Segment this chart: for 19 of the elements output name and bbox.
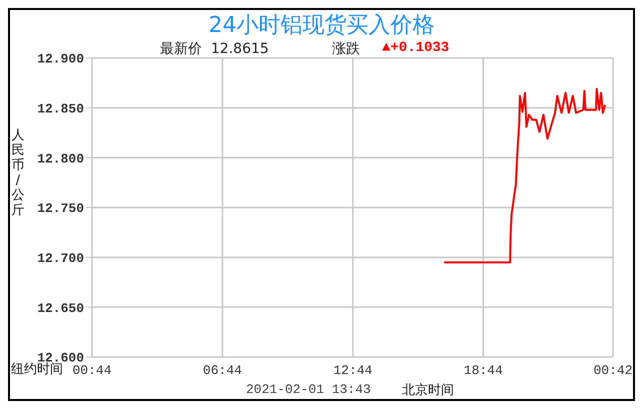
text: 涨跌 [332, 40, 360, 58]
chart-title: 24小时铝现货买入价格 [208, 12, 436, 40]
y-tick-label: 12.650 [37, 300, 84, 316]
x-tick-label: 18:44 [464, 363, 503, 378]
y-tick-label: 12.850 [37, 101, 84, 116]
y-tick-label: 12.700 [37, 250, 84, 266]
text: 最新价 12.8615 [160, 40, 269, 58]
text: 2021-02-01 13:43 [246, 382, 371, 397]
y-tick-label: 12.750 [37, 201, 84, 216]
text: 北京时间 [402, 382, 454, 399]
line-series [443, 88, 606, 264]
x-tick-label: 06:44 [202, 363, 242, 378]
y-axis-title: 人民币/公斤 [11, 128, 25, 218]
y-tick-label: 12.800 [37, 151, 84, 166]
x-tick-label: 00:42 [593, 363, 633, 378]
x-tick-label: 12:44 [333, 363, 373, 378]
text: ▲+0.1033 [382, 40, 450, 56]
y-tick-label: 12.900 [37, 52, 84, 67]
x-tick-label: 00:44 [72, 363, 112, 378]
